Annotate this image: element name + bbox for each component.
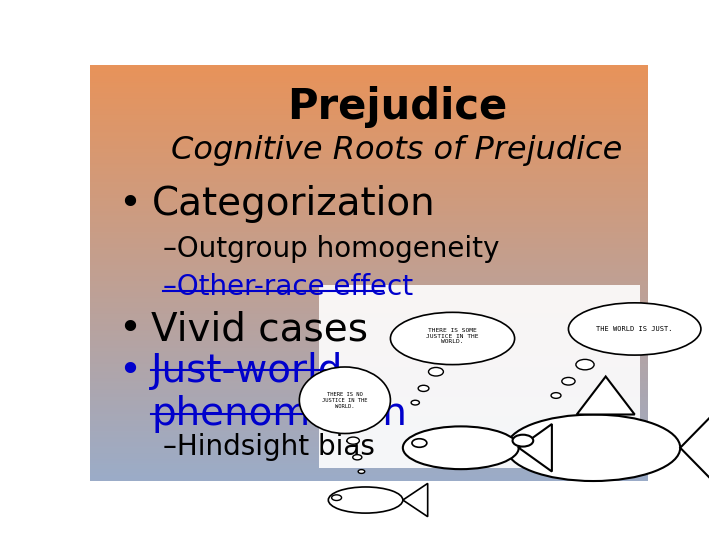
Text: Vivid cases: Vivid cases xyxy=(151,310,369,348)
Circle shape xyxy=(347,437,359,444)
Circle shape xyxy=(411,400,419,405)
Ellipse shape xyxy=(403,427,518,469)
Circle shape xyxy=(358,470,365,474)
Text: Just-world: Just-world xyxy=(151,352,343,390)
Text: Categorization: Categorization xyxy=(151,185,435,224)
Text: –Outgroup homogeneity: –Outgroup homogeneity xyxy=(163,235,499,264)
Text: THERE IS SOME
JUSTICE IN THE
WORLD.: THERE IS SOME JUSTICE IN THE WORLD. xyxy=(426,328,479,345)
Ellipse shape xyxy=(328,487,403,513)
Ellipse shape xyxy=(300,367,390,434)
Circle shape xyxy=(353,455,362,460)
Circle shape xyxy=(418,385,429,392)
Text: THE WORLD IS JUST.: THE WORLD IS JUST. xyxy=(596,326,673,332)
Ellipse shape xyxy=(569,303,701,355)
FancyBboxPatch shape xyxy=(319,285,639,468)
Text: –Hindsight bias: –Hindsight bias xyxy=(163,433,374,461)
Circle shape xyxy=(412,438,427,447)
Text: Prejudice: Prejudice xyxy=(287,85,507,127)
Circle shape xyxy=(576,360,594,370)
Text: THERE IS NO
JUSTICE IN THE
WORLD.: THERE IS NO JUSTICE IN THE WORLD. xyxy=(322,392,368,409)
Circle shape xyxy=(551,393,561,399)
Circle shape xyxy=(562,377,575,385)
Text: •: • xyxy=(118,352,141,390)
Text: Cognitive Roots of Prejudice: Cognitive Roots of Prejudice xyxy=(171,136,623,166)
Text: •: • xyxy=(118,185,141,224)
Text: phenomenon: phenomenon xyxy=(151,395,408,434)
Circle shape xyxy=(513,435,534,447)
Polygon shape xyxy=(518,424,552,471)
Ellipse shape xyxy=(390,312,515,365)
Text: –Other-race effect: –Other-race effect xyxy=(163,273,413,301)
Polygon shape xyxy=(680,410,717,486)
Polygon shape xyxy=(577,376,635,415)
Ellipse shape xyxy=(506,415,680,481)
Text: •: • xyxy=(118,310,141,348)
Circle shape xyxy=(332,495,341,501)
Circle shape xyxy=(428,367,444,376)
Polygon shape xyxy=(403,483,428,517)
